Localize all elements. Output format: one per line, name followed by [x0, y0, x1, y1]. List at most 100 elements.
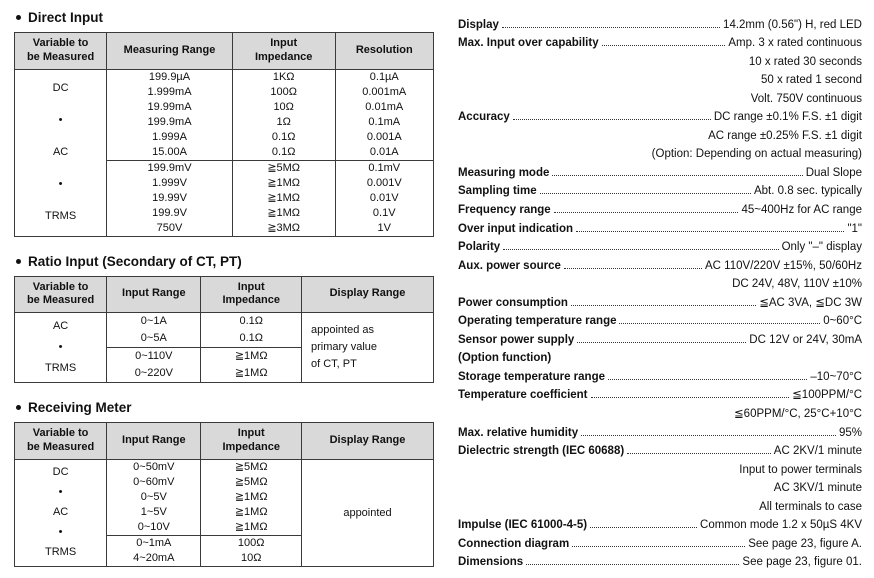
spec-value: "1" — [847, 222, 862, 235]
resolution-cell: 0.01A — [334, 144, 434, 160]
table-row: 0~5V ≧1MΩ — [15, 489, 434, 505]
variable-stack: DC • AC • TRMS — [18, 463, 103, 563]
spec-label: Sampling time — [458, 185, 537, 198]
spec-row: 10 x rated 30 seconds — [458, 49, 862, 68]
direct-input-table: Variable to be Measured Measuring Range … — [13, 32, 434, 237]
range-cell: 0~5V — [106, 489, 202, 505]
dot-leader — [501, 26, 721, 28]
table-row: 750V ≧3MΩ 1V — [15, 220, 434, 236]
dot-leader — [503, 249, 779, 251]
table-row: 199.9mA 1Ω 0.1mA — [15, 114, 434, 130]
bullet-icon — [16, 405, 21, 410]
impedance-cell: ≧5MΩ — [200, 459, 302, 475]
table-row: AC • TRMS 0~1A 0.1Ω appointed as primary… — [13, 312, 435, 383]
display-range-cell: appointed as primary value of CT, PT — [300, 312, 435, 383]
display-range-cell: appointed — [300, 459, 435, 566]
impedance-cell: ≧1MΩ — [200, 365, 302, 383]
resolution-cell: 1V — [334, 220, 434, 236]
dot-leader — [627, 453, 771, 455]
range-cell: 750V — [106, 220, 233, 236]
dot-leader — [619, 323, 821, 325]
impedance-cell: ≧1MΩ — [231, 175, 336, 191]
dot-leader — [590, 527, 698, 529]
spec-row: Volt. 750V continuous — [458, 86, 862, 105]
variable-label: AC — [52, 146, 69, 158]
range-cell: 1.999A — [106, 129, 233, 145]
spec-row: Accuracy DC range ±0.1% F.S. ±1 digit — [458, 105, 862, 124]
impedance-cell: ≧1MΩ — [200, 347, 302, 365]
impedance-cell: ≧1MΩ — [200, 519, 302, 535]
bullet-separator: • — [58, 340, 63, 353]
spec-value: 95% — [838, 426, 862, 439]
resolution-cell: 0.1mA — [334, 114, 434, 130]
spec-value: 10 x rated 30 seconds — [748, 55, 862, 68]
dot-leader — [590, 397, 790, 399]
variable-label: DC — [52, 466, 69, 478]
spec-label: Dielectric strength (IEC 60688) — [458, 445, 625, 458]
spec-row: Dimensions See page 23, figure 01. — [458, 550, 862, 569]
variable-stack: DC • AC • TRMS — [18, 73, 103, 233]
spec-row: Sensor power supply DC 12V or 24V, 30mA — [458, 327, 862, 346]
spec-row: ≦60PPM/°C, 25°C+10°C — [458, 401, 862, 420]
table-row: 19.99V ≧1MΩ 0.01V — [15, 190, 434, 206]
spec-row: Impulse (IEC 61000-4-5) Common mode 1.2 … — [458, 513, 862, 532]
range-cell: 0~5A — [106, 330, 202, 348]
range-cell: 0~50mV — [106, 459, 202, 475]
col-header-variable: Variable to be Measured — [13, 32, 108, 70]
variable-label: DC — [52, 82, 69, 94]
ratio-input-table: Variable to be Measured Input Range Inpu… — [13, 275, 435, 383]
range-cell: 0~60mV — [106, 474, 202, 490]
spec-value: Only "–" display — [781, 241, 862, 254]
spec-row: Max. relative humidity 95% — [458, 420, 862, 439]
col-header-impedance: Input Impedance — [200, 275, 302, 313]
spec-value: AC range ±0.25% F.S. ±1 digit — [708, 129, 862, 142]
table-row: 0~110V ≧1MΩ — [15, 347, 434, 365]
variable-cell: DC • AC • TRMS — [13, 459, 108, 566]
spec-label: Frequency range — [458, 204, 551, 217]
dot-leader — [563, 267, 703, 269]
spec-label: Dimensions — [458, 556, 524, 569]
spec-value: ≦AC 3VA, ≦DC 3W — [759, 296, 862, 309]
spec-list: Display 14.2mm (0.56") H, red LED Max. I… — [458, 10, 862, 570]
col-header-input-range: Input Range — [106, 422, 202, 460]
table-row: 0~10V ≧1MΩ — [15, 519, 434, 535]
table-header-row: Variable to be Measured Input Range Inpu… — [13, 422, 435, 460]
spec-label: Over input indication — [458, 222, 574, 235]
spec-value: DC range ±0.1% F.S. ±1 digit — [713, 111, 862, 124]
dot-leader — [581, 434, 836, 436]
table-row: 15.00A 0.1Ω 0.01A — [15, 144, 434, 160]
range-cell: 0~110V — [106, 347, 202, 365]
spec-row: Display 14.2mm (0.56") H, red LED — [458, 12, 862, 31]
table-row: 0~220V ≧1MΩ — [15, 365, 434, 383]
spec-label: Max. Input over capability — [458, 37, 599, 50]
spec-value: Common mode 1.2 x 50µS 4KV — [700, 519, 862, 532]
section-title-direct-input: Direct Input — [16, 10, 434, 25]
impedance-cell: 1KΩ — [231, 69, 336, 85]
table-row: 1.999mA 100Ω 0.001mA — [15, 84, 434, 100]
range-cell: 4~20mA — [106, 550, 202, 566]
table-row: 199.9V ≧1MΩ 0.1V — [15, 205, 434, 221]
resolution-cell: 0.1mV — [334, 159, 434, 176]
spec-label: Display — [458, 18, 499, 31]
bullet-icon — [16, 15, 21, 20]
table-row: DC • AC • TRMS 199.9µA 1KΩ 0.1µA — [13, 69, 434, 236]
section-title-text: Ratio Input (Secondary of CT, PT) — [28, 253, 242, 269]
section-title-ratio-input: Ratio Input (Secondary of CT, PT) — [16, 254, 434, 269]
spec-row: All terminals to case — [458, 494, 862, 513]
spec-label: Temperature coefficient — [458, 389, 588, 402]
resolution-cell: 0.001V — [334, 175, 434, 191]
resolution-cell: 0.01V — [334, 190, 434, 206]
spec-label: Max. relative humidity — [458, 426, 579, 439]
spec-label: Operating temperature range — [458, 315, 617, 328]
spec-value: 50 x rated 1 second — [760, 74, 862, 87]
spec-row: (Option function) — [458, 346, 862, 364]
resolution-cell: 0.001A — [334, 129, 434, 145]
spec-label: Sensor power supply — [458, 333, 575, 346]
impedance-cell: 0.1Ω — [231, 129, 336, 145]
spec-row: Temperature coefficient ≦100PPM/°C — [458, 383, 862, 402]
spec-label: Storage temperature range — [458, 370, 605, 383]
table-header-row: Variable to be Measured Measuring Range … — [13, 32, 434, 70]
range-cell: 19.99mA — [106, 99, 233, 115]
range-cell: 1~5V — [106, 504, 202, 520]
